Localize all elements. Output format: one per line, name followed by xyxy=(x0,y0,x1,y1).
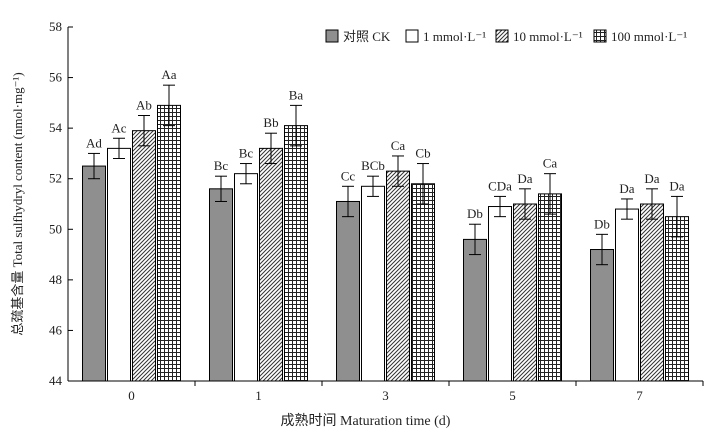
legend-label: 对照 CK xyxy=(343,29,391,44)
significance-label: Cb xyxy=(415,146,430,161)
x-tick-label: 1 xyxy=(255,388,262,403)
significance-label: Ac xyxy=(111,120,126,135)
bar xyxy=(234,173,258,382)
significance-label: BCb xyxy=(361,158,385,173)
y-tick-label: 44 xyxy=(49,373,63,388)
bar xyxy=(259,147,283,382)
bar xyxy=(411,183,435,382)
y-tick-label: 54 xyxy=(49,120,63,135)
significance-label: Da xyxy=(619,181,634,196)
bar xyxy=(386,170,410,382)
bar xyxy=(513,203,537,382)
significance-label: Bc xyxy=(214,158,229,173)
x-tick-label: 0 xyxy=(128,388,135,403)
significance-label: Cc xyxy=(341,168,356,183)
significance-label: Ab xyxy=(136,98,152,113)
significance-label: Da xyxy=(644,171,659,186)
significance-label: Bb xyxy=(263,115,278,130)
significance-label: Ca xyxy=(543,156,558,171)
bar xyxy=(615,208,639,382)
legend-label: 10 mmol·L⁻¹ xyxy=(513,29,583,44)
legend-swatch xyxy=(495,29,509,43)
y-axis-title: 总巯基含量 Total sulfhydryl content (nmol·mg⁻… xyxy=(10,72,25,335)
significance-label: Bc xyxy=(239,146,254,161)
bar xyxy=(665,216,689,382)
significance-label: Da xyxy=(669,178,684,193)
x-tick-label: 7 xyxy=(636,388,643,403)
y-tick-label: 56 xyxy=(49,70,63,85)
y-tick-label: 58 xyxy=(49,19,62,34)
legend-label: 1 mmol·L⁻¹ xyxy=(423,29,486,44)
y-tick-label: 52 xyxy=(49,171,62,186)
significance-label: Db xyxy=(594,216,610,231)
bar xyxy=(82,165,106,382)
bar xyxy=(640,203,664,382)
bar xyxy=(157,104,181,382)
significance-label: Ca xyxy=(391,138,406,153)
bar xyxy=(132,130,156,382)
legend-label: 100 mmol·L⁻¹ xyxy=(611,29,687,44)
y-tick-label: 46 xyxy=(49,322,63,337)
significance-label: Ba xyxy=(289,87,304,102)
x-axis-title: 成熟时间 Maturation time (d) xyxy=(281,413,451,429)
bar xyxy=(107,147,131,382)
significance-label: Aa xyxy=(161,67,176,82)
legend-swatch xyxy=(325,29,339,43)
bar xyxy=(488,206,512,382)
bar xyxy=(463,238,487,382)
significance-label: Da xyxy=(517,171,532,186)
bar xyxy=(336,200,360,382)
legend-swatch xyxy=(405,29,419,43)
legend-swatch xyxy=(593,29,607,43)
x-tick-label: 5 xyxy=(509,388,516,403)
significance-label: CDa xyxy=(488,178,512,193)
bar xyxy=(284,125,308,382)
bar xyxy=(361,185,385,382)
bar xyxy=(590,249,614,382)
y-tick-label: 50 xyxy=(49,221,62,236)
bar xyxy=(209,188,233,382)
bar xyxy=(538,193,562,382)
significance-label: Ad xyxy=(86,135,102,150)
y-tick-label: 48 xyxy=(49,272,62,287)
significance-label: Db xyxy=(467,206,483,221)
x-tick-label: 3 xyxy=(382,388,389,403)
